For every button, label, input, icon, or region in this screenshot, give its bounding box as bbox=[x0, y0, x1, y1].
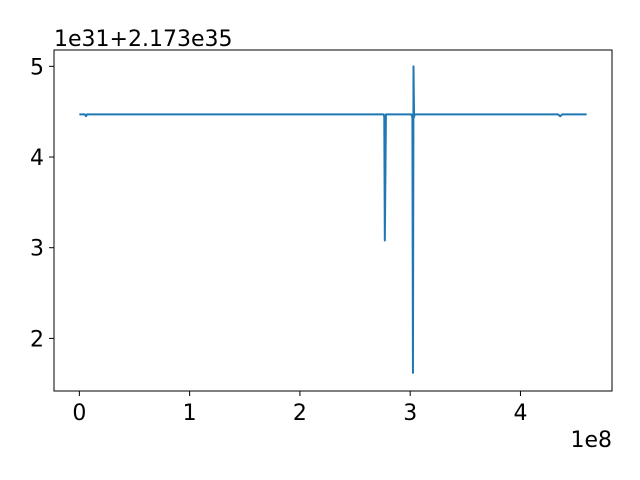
y-axis-offset-text: 1e31+2.173e35 bbox=[54, 27, 232, 52]
x-tick-label: 3 bbox=[403, 401, 417, 426]
plot-frame bbox=[53, 49, 613, 392]
x-tick-label: 2 bbox=[293, 401, 307, 426]
series-line-0 bbox=[79, 65, 587, 374]
y-tick-label: 2 bbox=[30, 327, 44, 352]
plot-content bbox=[79, 65, 587, 374]
y-tick-label: 5 bbox=[30, 55, 44, 80]
y-tick-label: 3 bbox=[30, 237, 44, 262]
x-tick-label: 1 bbox=[183, 401, 197, 426]
x-tick-label: 0 bbox=[72, 401, 86, 426]
y-axis: 2 3 4 5 bbox=[30, 55, 54, 352]
x-axis: 0 1 2 3 4 bbox=[72, 391, 527, 426]
x-axis-offset-text: 1e8 bbox=[570, 428, 612, 453]
y-tick-label: 4 bbox=[30, 146, 44, 171]
x-tick-label: 4 bbox=[513, 401, 527, 426]
